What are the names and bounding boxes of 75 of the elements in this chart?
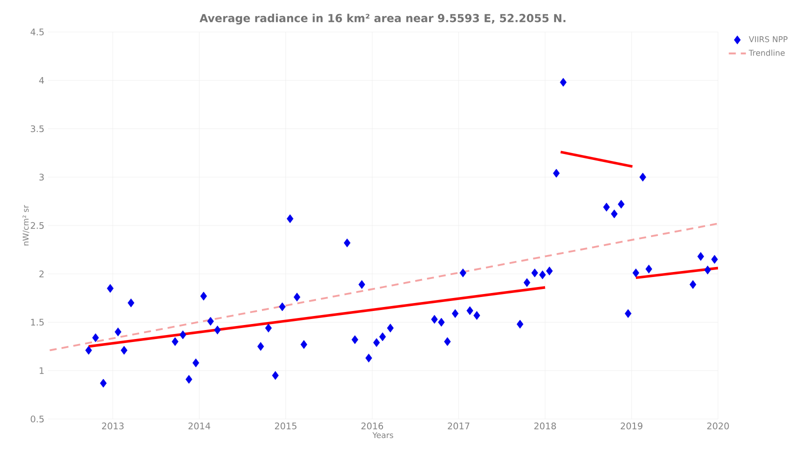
point [365,354,372,362]
x-tick-label: 2019 [620,422,642,430]
x-tick-label: 2014 [188,422,210,430]
point [632,268,640,278]
point [524,278,530,287]
point [100,378,107,388]
y-tick-label: 3.5 [30,125,44,132]
point [300,340,308,349]
point [452,309,459,318]
point [466,306,474,316]
point [265,324,272,332]
chart-title: Average radiance in 16 km² area near 9.5593 E, 52.2055 N. [200,14,566,24]
point [106,284,114,293]
point [639,172,646,182]
point [645,264,652,274]
point [207,316,214,326]
point [379,332,386,342]
point [539,270,546,280]
x-tick-label: 2017 [448,422,470,430]
legend-label: VIIRS NPP [748,36,788,42]
point [358,280,366,289]
x-axis-title: Years [372,432,394,438]
point [120,346,128,355]
point [704,266,711,274]
point [690,280,696,289]
point [257,342,264,351]
point [618,200,625,209]
point [387,324,394,332]
point [531,268,538,278]
point [272,371,279,380]
point [352,335,358,344]
point [438,318,445,327]
y-tick-label: 1.5 [31,318,44,326]
point [546,266,553,276]
point [128,298,134,308]
x-tick-label: 2015 [274,422,296,430]
point [516,320,524,329]
point [610,209,618,218]
y-tick-label: 0.5 [30,416,44,422]
point [473,311,480,320]
x-tick-label: 2016 [361,422,384,430]
y-tick-label: 2 [39,270,44,278]
y-tick-label: 4.5 [30,28,44,36]
point [373,338,380,347]
point [603,202,610,212]
point [624,309,632,318]
point [294,292,300,302]
point [552,168,560,178]
point [186,374,192,384]
y-tick-label: 3 [39,174,44,181]
point [278,302,286,312]
point [85,346,92,355]
point [697,252,704,261]
point [172,337,178,346]
point [214,326,221,334]
y-tick-label: 1 [40,367,44,374]
x-tick-label: 2013 [102,422,124,430]
point [431,314,438,324]
point [192,358,200,368]
point [92,333,99,342]
point [460,268,466,278]
x-tick-label: 2020 [707,422,729,430]
x-tick-label: 2018 [534,422,556,430]
legend-label: Trendline [748,50,785,56]
y-axis-title: nW/cm² sr [22,204,30,246]
point [286,214,294,224]
point [344,238,350,248]
y-tick-label: 4 [39,77,44,84]
point [711,254,718,264]
point [200,292,207,301]
point [444,337,451,346]
point [560,78,567,87]
y-tick-label: 2.5 [30,222,44,229]
point [180,330,186,340]
point [114,328,122,336]
